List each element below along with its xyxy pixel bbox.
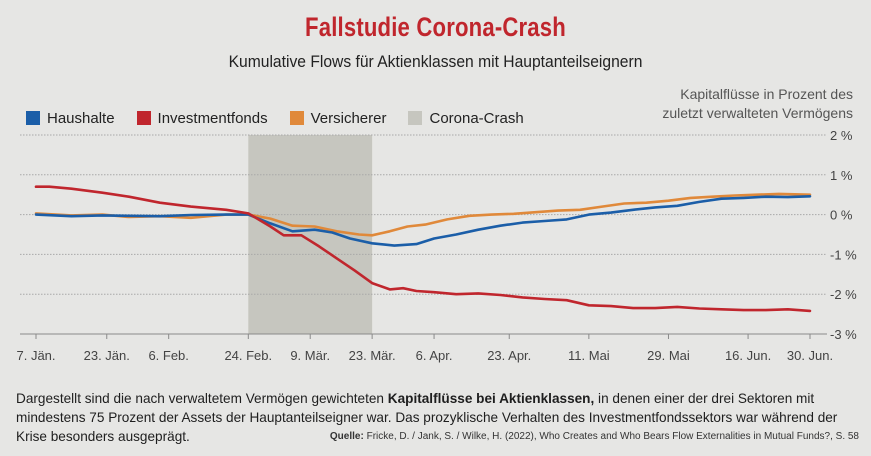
legend-swatch-corona-crash: [408, 111, 423, 125]
x-tick-label: 29. Mai: [647, 348, 690, 363]
y-tick-label: -2 %: [830, 287, 857, 302]
chart-title: Fallstudie Corona-Crash: [305, 12, 566, 42]
y-axis-note-line2: zuletzt verwalteten Vermögens: [662, 105, 853, 121]
series-line-haushalte: [34, 195, 812, 247]
y-tick-label: 0 %: [830, 208, 853, 223]
chart-subtitle: Kumulative Flows für Aktienklassen mit H…: [228, 52, 643, 71]
legend-item-investmentfonds: Investmentfonds: [136, 109, 268, 127]
x-tick-label: 30. Jun.: [787, 348, 833, 363]
x-tick-label: 23. Mär.: [349, 348, 396, 363]
legend-label-corona-crash: Corona-Crash: [429, 109, 524, 127]
legend-swatch-investmentfonds: [136, 111, 151, 125]
legend: Haushalte Investmentfonds Versicherer Co…: [26, 108, 546, 128]
y-axis-note: Kapitalflüsse in Prozent des zuletzt ver…: [593, 85, 853, 123]
legend-item-haushalte: Haushalte: [26, 110, 115, 127]
y-axis-note-line1: Kapitalflüsse in Prozent des: [680, 86, 853, 102]
x-tick-label: 6. Feb.: [148, 348, 188, 363]
description-text-1: Dargestellt sind die nach verwaltetem Ve…: [16, 391, 388, 406]
legend-item-versicherer: Versicherer: [289, 109, 387, 127]
legend-label-versicherer: Versicherer: [310, 109, 387, 127]
y-tick-label: 2 %: [830, 128, 853, 143]
y-tick-label: 1 %: [830, 168, 853, 183]
x-tick-label: 6. Apr.: [416, 348, 453, 363]
legend-label-haushalte: Haushalte: [47, 109, 115, 127]
y-tick-label: -3 %: [830, 327, 857, 342]
x-tick-label: 16. Jun.: [725, 348, 771, 363]
x-tick-label: 23. Apr.: [487, 348, 531, 363]
source-text: Fricke, D. / Jank, S. / Wilke, H. (2022)…: [363, 431, 859, 442]
x-tick-label: 9. Mär.: [290, 348, 330, 363]
x-tick-label: 11. Mai: [568, 348, 610, 363]
legend-swatch-versicherer: [289, 111, 304, 125]
line-chart: 2 % 1 % 0 % -1 % -2 % -3 % 7. Jän. 23. Jän. 6. F…: [16, 128, 857, 363]
legend-swatch-haushalte: [26, 111, 40, 125]
source-note: Quelle: Fricke, D. / Jank, S. / Wilke, H…: [330, 431, 859, 442]
series-line-versicherer: [34, 192, 812, 237]
source-label: Quelle:: [329, 431, 364, 442]
description-text-bold: Kapitalflüsse bei Aktienklassen,: [387, 391, 595, 406]
x-tick-label: 24. Feb.: [224, 348, 272, 363]
description-text-2: in denen einer der drei Sektoren mit min…: [16, 391, 838, 444]
legend-item-corona-crash: Corona-Crash: [408, 109, 524, 127]
x-tick-label: 23. Jän.: [84, 348, 130, 363]
series-line-investmentfonds: [34, 185, 812, 313]
legend-label-investmentfonds: Investmentfonds: [157, 109, 268, 127]
chart-description: Dargestellt sind die nach verwaltetem Ve…: [16, 389, 861, 446]
x-tick-label: 7. Jän.: [16, 348, 55, 363]
y-tick-label: -1 %: [830, 247, 857, 262]
